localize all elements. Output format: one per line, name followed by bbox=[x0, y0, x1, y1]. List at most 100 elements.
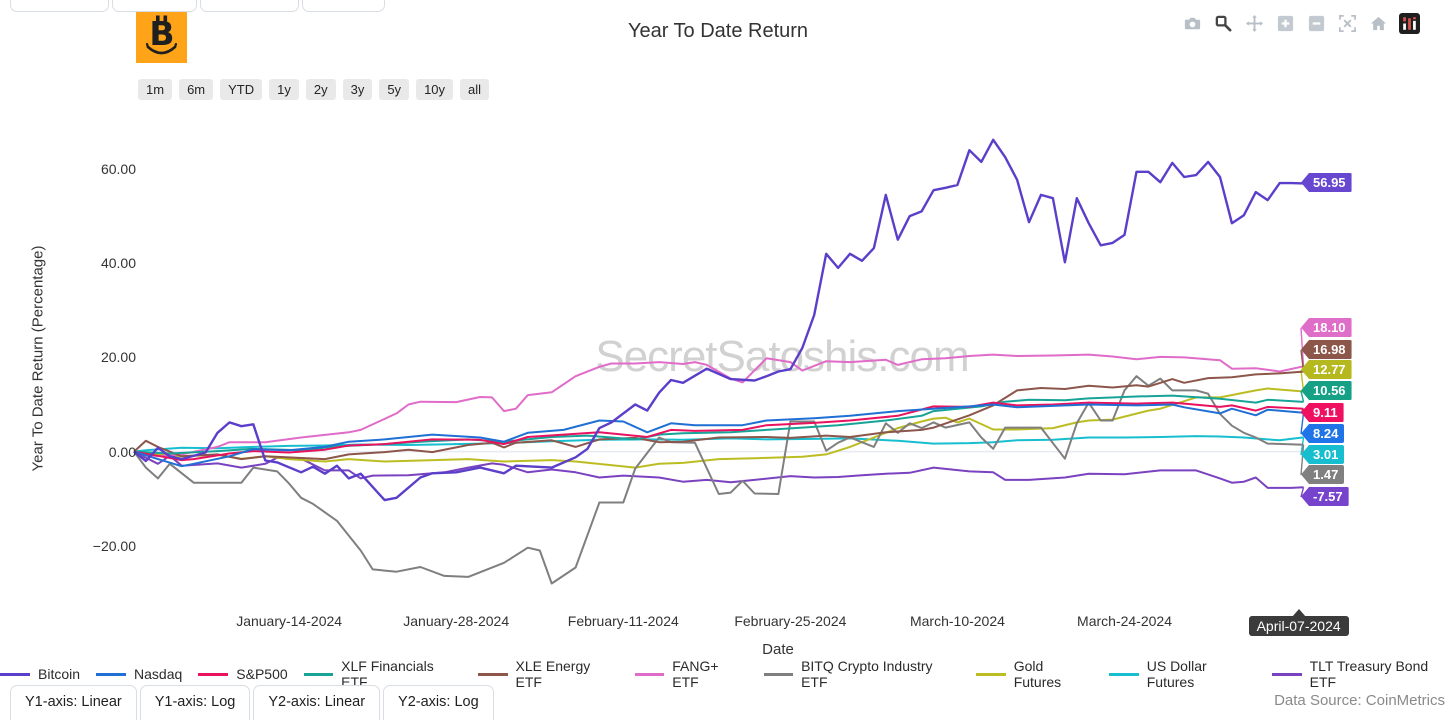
legend-line-swatch bbox=[1272, 672, 1302, 676]
legend-label: FANG+ ETF bbox=[672, 658, 719, 690]
camera-icon[interactable] bbox=[1181, 12, 1203, 34]
bitcoin-smiley-logo: B bbox=[136, 12, 187, 63]
range-button-all[interactable]: all bbox=[460, 79, 490, 100]
home-icon[interactable] bbox=[1367, 12, 1389, 34]
end-value-tag-xlf-financials-etf: 10.56 bbox=[1301, 381, 1352, 400]
top-tab-bar-fragment bbox=[10, 0, 385, 12]
legend-item-fang-etf[interactable]: FANG+ ETF bbox=[634, 658, 748, 690]
tab-y2-axis-log[interactable]: Y2-axis: Log bbox=[383, 685, 494, 720]
series-line-gold-futures bbox=[133, 387, 1304, 469]
legend-item-s-p500[interactable]: S&P500 bbox=[198, 666, 288, 682]
legend-line-swatch bbox=[96, 672, 127, 676]
end-value-tag-bitq-crypto-industry-etf: 1.47 bbox=[1301, 465, 1345, 484]
end-value-tag-us-dollar-futures: 3.01 bbox=[1301, 445, 1345, 464]
legend-item-bitq-crypto-industry-etf[interactable]: BITQ Crypto Industry ETF bbox=[763, 658, 961, 690]
legend-label: Gold Futures bbox=[1013, 658, 1062, 690]
plotly-logo-icon[interactable] bbox=[1398, 12, 1420, 34]
series-line-bitq-crypto-industry-etf bbox=[133, 375, 1304, 585]
y-tick-label: −20.00 bbox=[92, 537, 136, 554]
range-button-3y[interactable]: 3y bbox=[342, 79, 373, 100]
zoom-in-icon[interactable] bbox=[1274, 12, 1296, 34]
range-button-10y[interactable]: 10y bbox=[416, 79, 454, 100]
svg-text:B: B bbox=[149, 14, 174, 53]
top-tab-fragment[interactable] bbox=[302, 0, 385, 12]
range-button-2y[interactable]: 2y bbox=[305, 79, 336, 100]
range-button-ytd[interactable]: YTD bbox=[220, 79, 263, 100]
legend-item-tlt-treasury-bond-etf[interactable]: TLT Treasury Bond ETF bbox=[1272, 658, 1456, 690]
series-line-xle-energy-etf bbox=[133, 370, 1304, 461]
y-axis-title: Year To Date Return (Percentage) bbox=[29, 245, 47, 472]
end-value-tag-gold-futures: 12.77 bbox=[1301, 360, 1352, 379]
series-line-us-dollar-futures bbox=[133, 435, 1304, 453]
legend-item-bitcoin[interactable]: Bitcoin bbox=[0, 666, 80, 682]
end-label-connector bbox=[1300, 444, 1305, 476]
top-tab-fragment[interactable] bbox=[112, 0, 197, 12]
plotly-modebar bbox=[1181, 12, 1420, 34]
bitcoin-b-icon: B bbox=[145, 14, 178, 55]
x-tick-label: March-10-2024 bbox=[909, 613, 1005, 629]
range-button-1y[interactable]: 1y bbox=[269, 79, 299, 100]
legend-item-gold-futures[interactable]: Gold Futures bbox=[976, 658, 1093, 690]
series-line-fang-etf bbox=[133, 353, 1304, 458]
end-value-tag-nasdaq: 8.24 bbox=[1301, 424, 1345, 443]
legend-line-swatch bbox=[763, 672, 794, 676]
chart-legend: Bitcoin Nasdaq S&P500 XLF Financials ETF XLE… bbox=[0, 658, 1456, 690]
range-button-1m[interactable]: 1m bbox=[138, 79, 173, 100]
range-selector: 1m 6m YTD 1y 2y 3y 5y 10y all bbox=[138, 79, 490, 100]
end-value-tag-tlt-treasury-bond-etf: -7.57 bbox=[1301, 487, 1349, 506]
legend-label: Nasdaq bbox=[134, 666, 183, 682]
pan-icon[interactable] bbox=[1243, 12, 1265, 34]
legend-line-swatch bbox=[478, 672, 508, 676]
data-source-note: Data Source: CoinMetrics bbox=[1274, 692, 1445, 709]
zoom-icon[interactable] bbox=[1212, 12, 1234, 34]
series-line-bitcoin bbox=[133, 138, 1304, 502]
legend-label: S&P500 bbox=[236, 666, 288, 682]
end-value-tag-s-p500: 9.11 bbox=[1301, 403, 1344, 422]
series-line-s-p500 bbox=[133, 401, 1304, 462]
y-tick-label: 0.00 bbox=[108, 443, 136, 460]
x-tick-label: March-24-2024 bbox=[1077, 613, 1172, 629]
watermark: SecretSatoshis.com bbox=[595, 332, 969, 381]
y-tick-label: 60.00 bbox=[100, 161, 136, 177]
series-line-nasdaq bbox=[133, 403, 1304, 468]
y-tick-label: 20.00 bbox=[100, 349, 136, 366]
end-value-tag-bitcoin: 56.95 bbox=[1301, 173, 1352, 192]
legend-line-swatch bbox=[1109, 672, 1139, 676]
end-label-connector bbox=[1300, 412, 1305, 435]
legend-item-nasdaq[interactable]: Nasdaq bbox=[96, 666, 182, 682]
tab-y1-axis-log[interactable]: Y1-axis: Log bbox=[139, 685, 251, 720]
series-line-xlf-financials-etf bbox=[133, 394, 1304, 455]
range-button-5y[interactable]: 5y bbox=[379, 79, 410, 100]
legend-label: TLT Treasury Bond ETF bbox=[1309, 658, 1429, 690]
range-button-6m[interactable]: 6m bbox=[179, 79, 214, 100]
autoscale-icon[interactable] bbox=[1336, 12, 1358, 34]
x-tick-label: February-11-2024 bbox=[567, 613, 679, 629]
end-value-tag-xle-energy-etf: 16.98 bbox=[1301, 340, 1352, 359]
legend-line-swatch bbox=[303, 672, 334, 676]
x-tick-label: February-25-2024 bbox=[734, 613, 847, 629]
legend-label: Bitcoin bbox=[38, 666, 81, 682]
legend-line-swatch bbox=[0, 672, 30, 676]
tab-y1-axis-linear[interactable]: Y1-axis: Linear bbox=[10, 685, 137, 720]
axis-scale-tabs: Y1-axis: Linear Y1-axis: Log Y2-axis: Line… bbox=[10, 685, 494, 720]
legend-line-swatch bbox=[634, 672, 665, 676]
series-line-tlt-treasury-bond-etf bbox=[133, 450, 1304, 489]
legend-label: US Dollar Futures bbox=[1146, 658, 1207, 690]
chart-title: Year To Date Return bbox=[627, 20, 809, 42]
legend-line-swatch bbox=[976, 672, 1006, 676]
tab-y2-axis-linear[interactable]: Y2-axis: Linear bbox=[253, 685, 381, 720]
legend-line-swatch bbox=[198, 672, 229, 676]
end-value-tag-fang-etf: 18.10 bbox=[1301, 318, 1352, 337]
x-tick-label: January-28-2024 bbox=[403, 613, 510, 629]
legend-label: XLE Energy ETF bbox=[515, 658, 591, 690]
legend-item-xle-energy-etf[interactable]: XLE Energy ETF bbox=[478, 658, 619, 690]
x-tick-label-highlighted: April-07-2024 bbox=[1248, 609, 1349, 636]
legend-item-us-dollar-futures[interactable]: US Dollar Futures bbox=[1109, 658, 1256, 690]
y-tick-label: 40.00 bbox=[100, 255, 136, 272]
zoom-out-icon[interactable] bbox=[1305, 12, 1327, 34]
top-tab-fragment[interactable] bbox=[10, 0, 109, 12]
top-tab-fragment[interactable] bbox=[200, 0, 299, 12]
legend-label: BITQ Crypto Industry ETF bbox=[801, 658, 933, 690]
